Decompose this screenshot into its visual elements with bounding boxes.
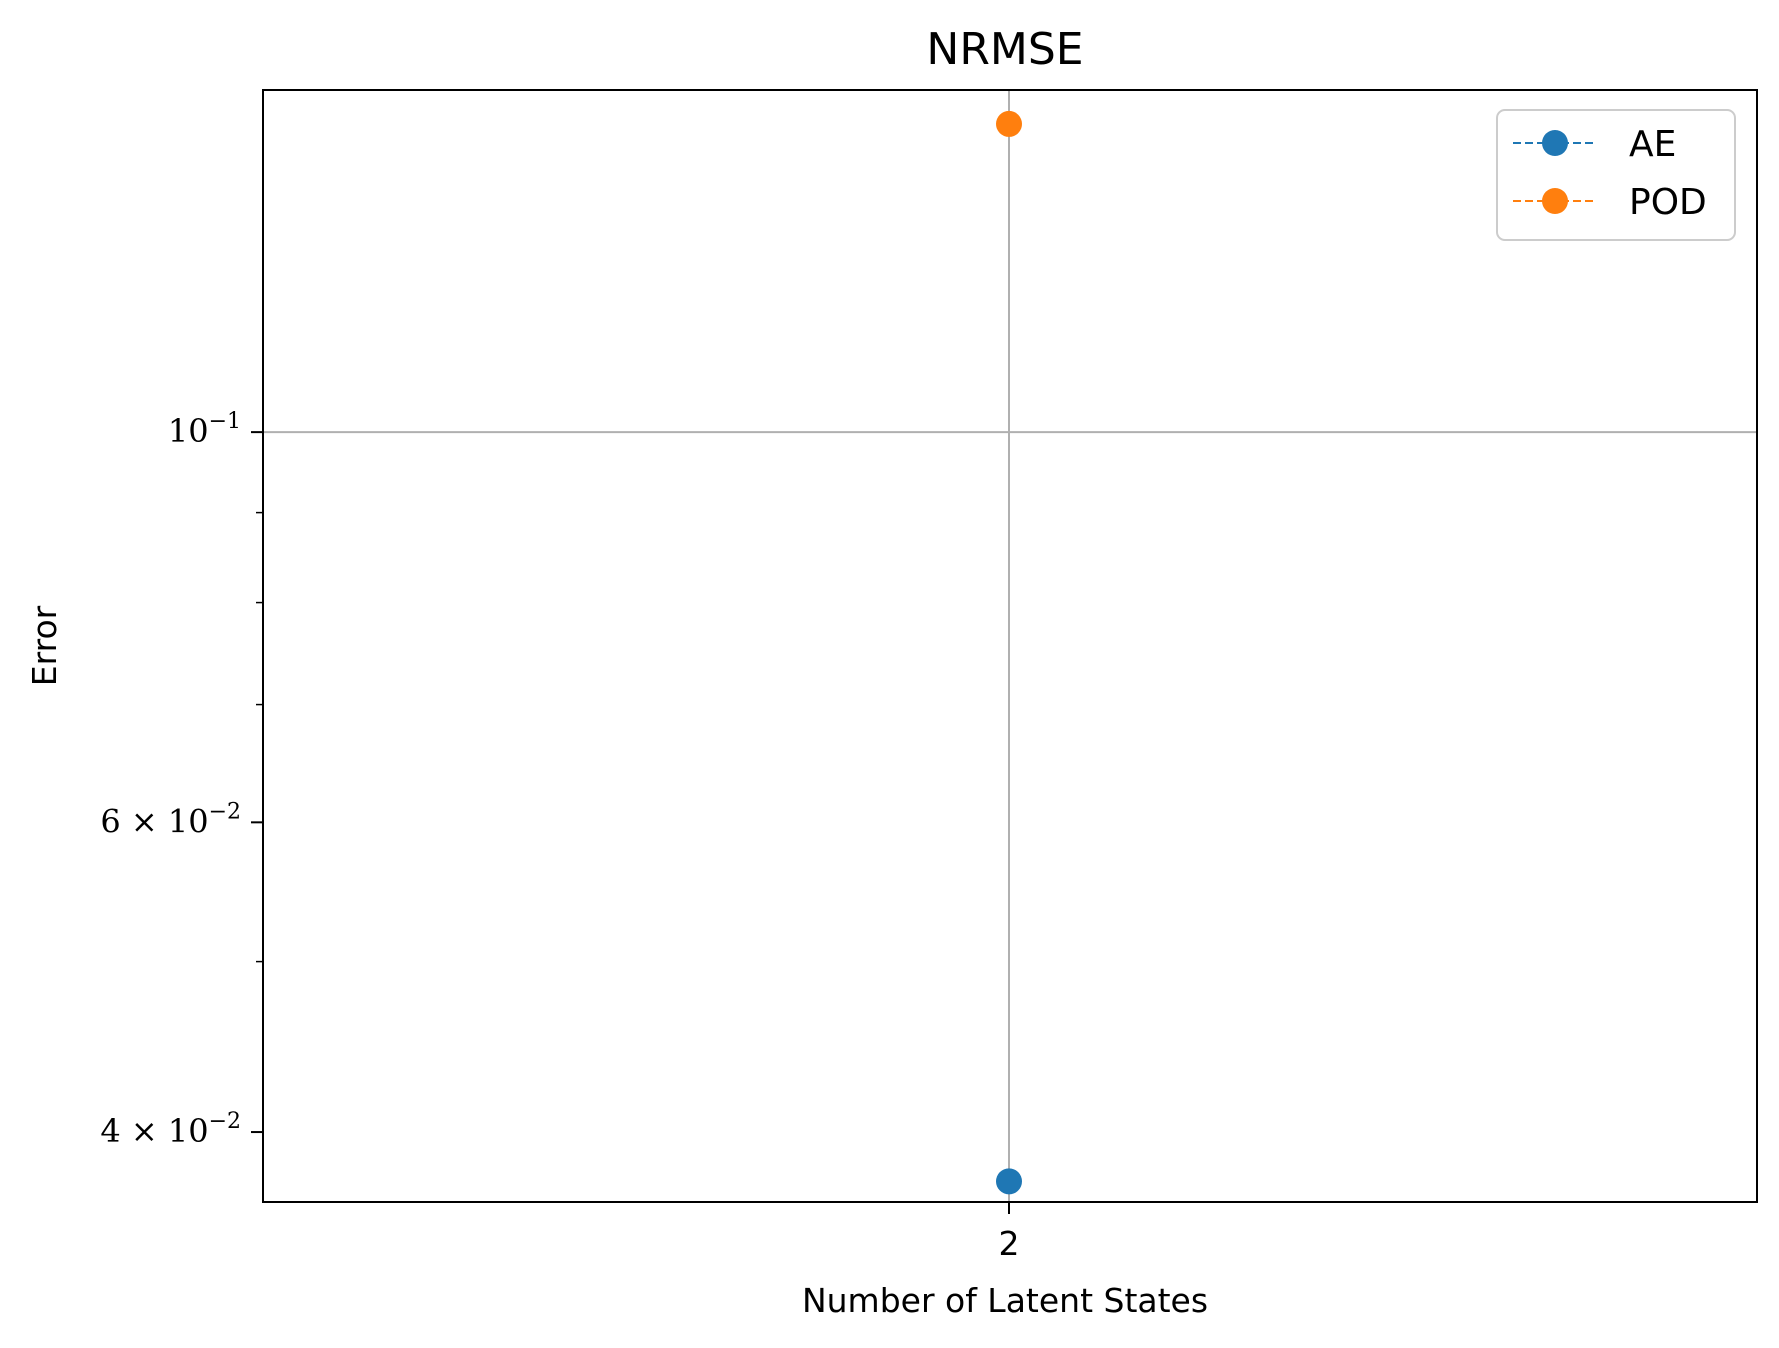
data-point-pod [996, 110, 1022, 137]
x-axis-label: Number of Latent States [802, 1281, 1208, 1320]
y-tick-label: 6 × 10−2 [100, 799, 241, 840]
legend-label-pod: POD [1629, 182, 1707, 223]
y-axis-ticks: 10−1 6 × 10−2 4 × 10−2 [100, 409, 263, 1150]
series-markers [996, 110, 1022, 1195]
legend-marker-pod [1542, 188, 1568, 214]
y-axis-label: Error [25, 605, 64, 686]
x-axis-ticks: 2 [999, 1202, 1020, 1263]
data-point-ae [996, 1168, 1022, 1195]
chart-title: NRMSE [926, 24, 1083, 75]
legend-label-ae: AE [1629, 124, 1676, 165]
legend: AE POD [1496, 109, 1736, 241]
legend-entry-pod: POD [1513, 182, 1707, 223]
y-tick-label: 10−1 [168, 409, 241, 450]
x-tick-label: 2 [999, 1224, 1020, 1263]
legend-marker-ae [1542, 130, 1568, 156]
legend-entry-ae: AE [1513, 124, 1676, 165]
grid-lines [263, 90, 1757, 1202]
y-tick-label: 4 × 10−2 [100, 1109, 241, 1150]
